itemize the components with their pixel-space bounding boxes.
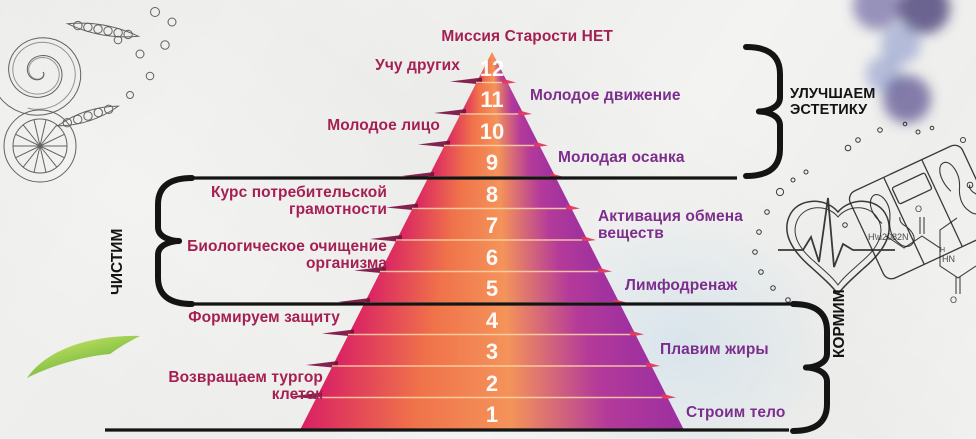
- svg-text:3: 3: [486, 339, 498, 364]
- svg-text:11: 11: [480, 87, 503, 112]
- svg-text:O: O: [950, 295, 957, 305]
- svg-text:8: 8: [486, 182, 498, 207]
- svg-text:O: O: [915, 204, 922, 214]
- svg-text:5: 5: [486, 276, 498, 301]
- svg-text:H\u2082N: H\u2082N: [868, 232, 909, 242]
- svg-text:7: 7: [486, 213, 498, 238]
- svg-text:10: 10: [480, 119, 504, 144]
- svg-text:6: 6: [486, 245, 498, 270]
- svg-text:9: 9: [486, 150, 498, 175]
- svg-text:2: 2: [486, 371, 498, 396]
- svg-text:H: H: [940, 247, 945, 254]
- svg-text:HN: HN: [942, 254, 955, 264]
- svg-text:4: 4: [486, 308, 499, 333]
- svg-text:1: 1: [486, 402, 498, 427]
- svg-text:12: 12: [480, 56, 504, 81]
